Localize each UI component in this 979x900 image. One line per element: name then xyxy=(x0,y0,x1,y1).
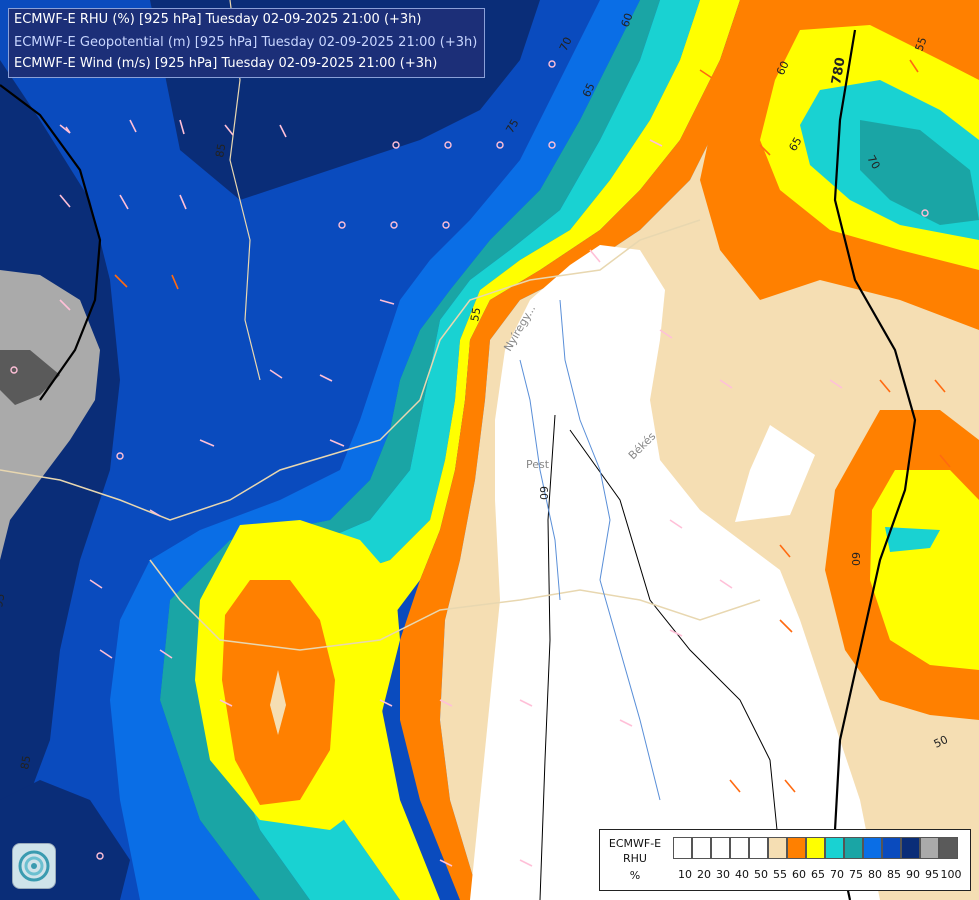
legend-swatch xyxy=(920,837,939,859)
legend-swatch xyxy=(768,837,787,859)
country-border xyxy=(0,219,701,521)
legend-tick-label: 40 xyxy=(735,868,749,881)
legend-tick-label: 10 xyxy=(678,868,692,881)
place-label: Pest xyxy=(526,458,550,471)
legend-swatch xyxy=(863,837,882,859)
rhu-field-50-east xyxy=(735,425,815,522)
legend-swatch xyxy=(882,837,901,859)
rhu-field-80 xyxy=(110,0,640,900)
thin-contour-1 xyxy=(539,414,556,900)
contour-label: 60 xyxy=(619,11,636,29)
country-border-2 xyxy=(149,559,761,651)
wind-barbs xyxy=(59,59,951,867)
contour-label: 70 xyxy=(557,35,575,53)
legend-swatch xyxy=(692,837,711,859)
contour-label: 65 xyxy=(786,135,804,154)
legend-swatch xyxy=(806,837,825,859)
ecmwf-logo-icon xyxy=(12,843,56,889)
contour-label: 85 xyxy=(18,754,33,770)
contour-label: 60 xyxy=(849,552,862,566)
legend-tick-label: 30 xyxy=(716,868,730,881)
contour-label-780: 780 xyxy=(829,56,848,85)
legend-title-model: ECMWF-E xyxy=(608,837,662,850)
rhu-se-65 xyxy=(870,470,979,670)
legend-tick-label: 65 xyxy=(811,868,825,881)
legend-swatch xyxy=(825,837,844,859)
legend-swatch xyxy=(901,837,920,859)
contour-label: 50 xyxy=(932,733,950,751)
legend-tick-label: 60 xyxy=(792,868,806,881)
river-1 xyxy=(559,299,661,801)
rhu-field-50 xyxy=(470,245,880,900)
rhu-field-90-west xyxy=(0,60,120,860)
legend-tick-label: 50 xyxy=(754,868,768,881)
legend-tick-label: 90 xyxy=(906,868,920,881)
rhu-field-95 xyxy=(0,270,100,560)
legend-swatch xyxy=(749,837,768,859)
rhu-field-75 xyxy=(160,0,660,900)
legend-title-unit: % xyxy=(629,869,641,882)
geopotential-line-west xyxy=(0,84,102,401)
legend-tick-label: 85 xyxy=(887,868,901,881)
legend-swatch xyxy=(711,837,730,859)
color-legend: ECMWF-E RHU % 10 20 30 40 50 55 60 65 70 75 80 85 90… xyxy=(599,829,971,891)
contour-label: 75 xyxy=(503,117,521,136)
legend-title: ECMWF-E RHU % xyxy=(600,836,670,883)
rhu-se-70 xyxy=(885,527,940,552)
title-line-rhu: ECMWF-E RHU (%) [925 hPa] Tuesday 02-09-… xyxy=(14,12,422,27)
logo-swirl-icon xyxy=(18,850,50,882)
legend-tick-label: 100 xyxy=(940,868,962,881)
river-2 xyxy=(519,359,561,601)
title-box: ECMWF-E RHU (%) [925 hPa] Tuesday 02-09-… xyxy=(8,8,485,78)
legend-swatch xyxy=(939,837,958,859)
contour-label: 65 xyxy=(580,81,598,99)
calm-wind-markers xyxy=(10,60,929,860)
contour-label: 60 xyxy=(537,486,550,500)
rhu-field-100 xyxy=(0,350,60,405)
geopotential-line-780 xyxy=(833,29,917,900)
legend-tick-label: 70 xyxy=(830,868,844,881)
contour-label: 55 xyxy=(468,306,483,322)
contour-label: 70 xyxy=(864,153,882,172)
rhu-ne-75 xyxy=(860,120,979,225)
contour-label: 85 xyxy=(213,142,228,158)
legend-tick-label: 75 xyxy=(849,868,863,881)
legend-tick-label: 95 xyxy=(925,868,939,881)
rhu-sw-55 xyxy=(270,670,286,735)
title-line-wind: ECMWF-E Wind (m/s) [925 hPa] Tuesday 02-… xyxy=(14,56,438,71)
legend-swatch xyxy=(844,837,863,859)
legend-tick-label: 55 xyxy=(773,868,787,881)
legend-title-var: RHU xyxy=(623,852,647,865)
legend-swatch xyxy=(787,837,806,859)
contour-label: 55 xyxy=(913,35,930,53)
legend-tick-label: 20 xyxy=(697,868,711,881)
legend-swatch xyxy=(730,837,749,859)
contour-label: 60 xyxy=(774,59,792,77)
legend-swatch xyxy=(673,837,692,859)
contour-label: 95 xyxy=(0,592,7,608)
title-line-geopotential: ECMWF-E Geopotential (m) [925 hPa] Tuesd… xyxy=(14,35,478,50)
legend-tick-label: 80 xyxy=(868,868,882,881)
thin-contour-2 xyxy=(569,429,781,861)
